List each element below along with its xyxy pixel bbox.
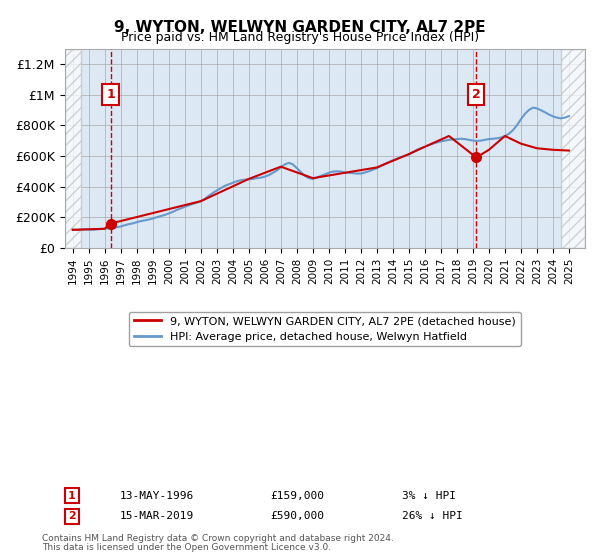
- Text: 2: 2: [68, 511, 76, 521]
- Text: 2: 2: [472, 88, 481, 101]
- Text: £159,000: £159,000: [270, 491, 324, 501]
- Text: Price paid vs. HM Land Registry's House Price Index (HPI): Price paid vs. HM Land Registry's House …: [121, 31, 479, 44]
- Text: 26% ↓ HPI: 26% ↓ HPI: [402, 511, 463, 521]
- Text: 15-MAR-2019: 15-MAR-2019: [120, 511, 194, 521]
- Text: 1: 1: [68, 491, 76, 501]
- Text: Contains HM Land Registry data © Crown copyright and database right 2024.: Contains HM Land Registry data © Crown c…: [42, 534, 394, 543]
- Text: 1: 1: [106, 88, 115, 101]
- Bar: [65, 49, 81, 248]
- Text: This data is licensed under the Open Government Licence v3.0.: This data is licensed under the Open Gov…: [42, 543, 331, 552]
- Text: £590,000: £590,000: [270, 511, 324, 521]
- Text: 13-MAY-1996: 13-MAY-1996: [120, 491, 194, 501]
- Legend: 9, WYTON, WELWYN GARDEN CITY, AL7 2PE (detached house), HPI: Average price, deta: 9, WYTON, WELWYN GARDEN CITY, AL7 2PE (d…: [129, 311, 521, 346]
- Bar: [561, 49, 585, 248]
- Text: 9, WYTON, WELWYN GARDEN CITY, AL7 2PE: 9, WYTON, WELWYN GARDEN CITY, AL7 2PE: [114, 20, 486, 35]
- Text: 3% ↓ HPI: 3% ↓ HPI: [402, 491, 456, 501]
